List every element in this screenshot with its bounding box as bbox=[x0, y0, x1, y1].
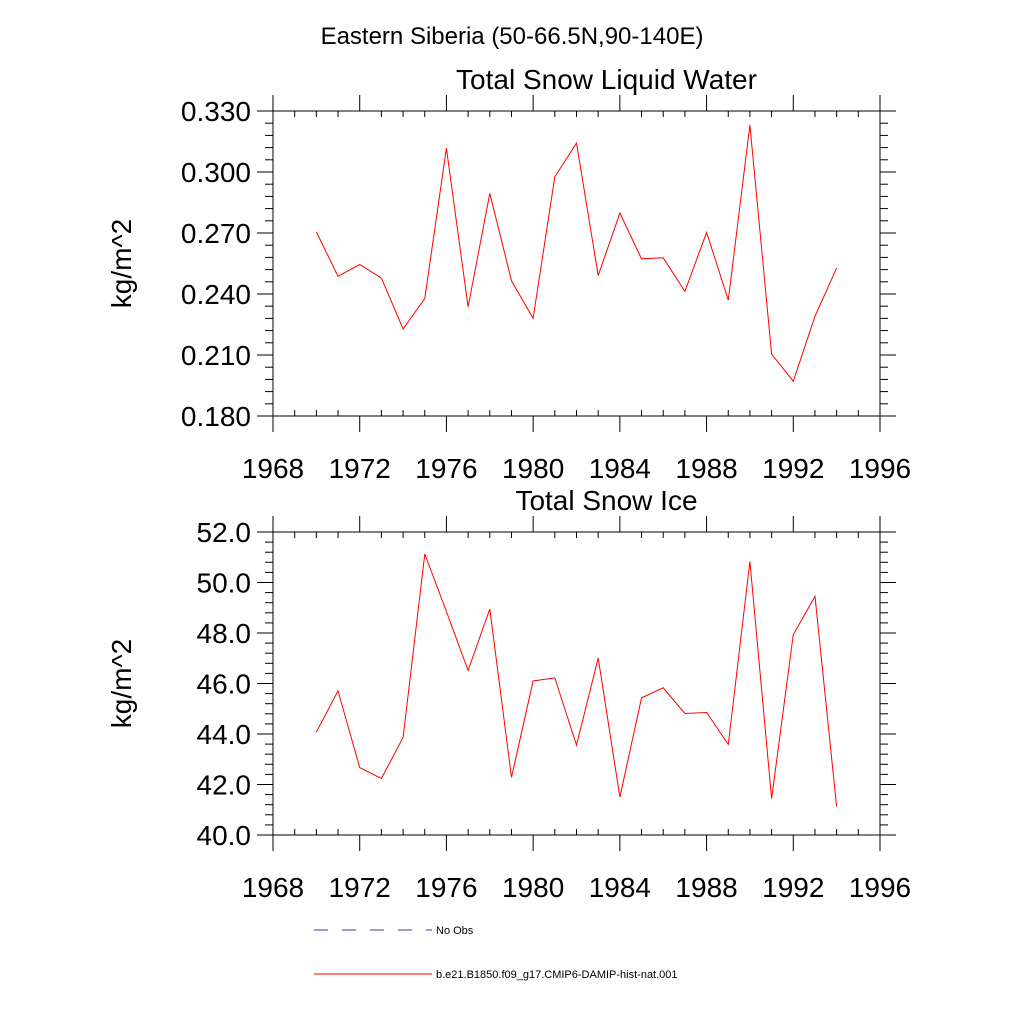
y-tick-label: 0.300 bbox=[181, 157, 251, 188]
x-tick-label: 1988 bbox=[675, 872, 737, 903]
x-tick-label: 1976 bbox=[415, 453, 477, 484]
legend-label-no-obs: No Obs bbox=[436, 925, 474, 937]
x-tick-label: 1992 bbox=[762, 872, 824, 903]
x-tick-label: 1988 bbox=[675, 453, 737, 484]
y-tick-label: 52.0 bbox=[197, 517, 252, 548]
plot-title: Total Snow Ice bbox=[515, 485, 697, 516]
x-tick-label: 1992 bbox=[762, 453, 824, 484]
plot-title: Total Snow Liquid Water bbox=[456, 64, 757, 95]
x-tick-label: 1980 bbox=[502, 872, 564, 903]
y-axis-label: kg/m^2 bbox=[106, 639, 137, 728]
legend: No Obs b.e21.B1850.f09_g17.CMIP6-DAMIP-h… bbox=[314, 925, 678, 981]
y-tick-label: 0.210 bbox=[181, 340, 251, 371]
x-tick-label: 1984 bbox=[589, 872, 651, 903]
plot-frame bbox=[272, 531, 881, 836]
x-tick-label: 1996 bbox=[849, 872, 911, 903]
y-tick-label: 50.0 bbox=[197, 568, 252, 599]
x-tick-label: 1976 bbox=[415, 872, 477, 903]
x-tick-label: 1996 bbox=[849, 453, 911, 484]
y-tick-label: 0.270 bbox=[181, 218, 251, 249]
figure-title: Eastern Siberia (50-66.5N,90-140E) bbox=[321, 23, 704, 50]
y-tick-label: 40.0 bbox=[197, 820, 252, 851]
x-tick-label: 1980 bbox=[502, 453, 564, 484]
panel-total-snow-liquid-water: Total Snow Liquid Water kg/m^2 1968 1972 197… bbox=[106, 64, 911, 484]
y-tick-label: 46.0 bbox=[197, 669, 252, 700]
series-line bbox=[315, 124, 838, 383]
legend-label-model-run: b.e21.B1850.f09_g17.CMIP6-DAMIP-hist-nat… bbox=[436, 969, 678, 981]
series-line bbox=[315, 553, 838, 807]
y-tick-label: 0.240 bbox=[181, 279, 251, 310]
y-tick-label: 44.0 bbox=[197, 719, 252, 750]
x-tick-label: 1968 bbox=[242, 872, 304, 903]
y-tick-label: 0.330 bbox=[181, 96, 251, 127]
y-tick-label: 42.0 bbox=[197, 770, 252, 801]
y-tick-label: 0.180 bbox=[181, 401, 251, 432]
x-tick-label: 1968 bbox=[242, 453, 304, 484]
x-tick-label: 1972 bbox=[329, 872, 391, 903]
panel-total-snow-ice: Total Snow Ice kg/m^2 1968 1972 1976 1980 1984… bbox=[106, 485, 911, 903]
x-tick-label: 1972 bbox=[329, 453, 391, 484]
x-tick-label: 1984 bbox=[589, 453, 651, 484]
plot-frame bbox=[272, 110, 881, 417]
y-tick-label: 48.0 bbox=[197, 618, 252, 649]
y-axis-label: kg/m^2 bbox=[106, 219, 137, 308]
